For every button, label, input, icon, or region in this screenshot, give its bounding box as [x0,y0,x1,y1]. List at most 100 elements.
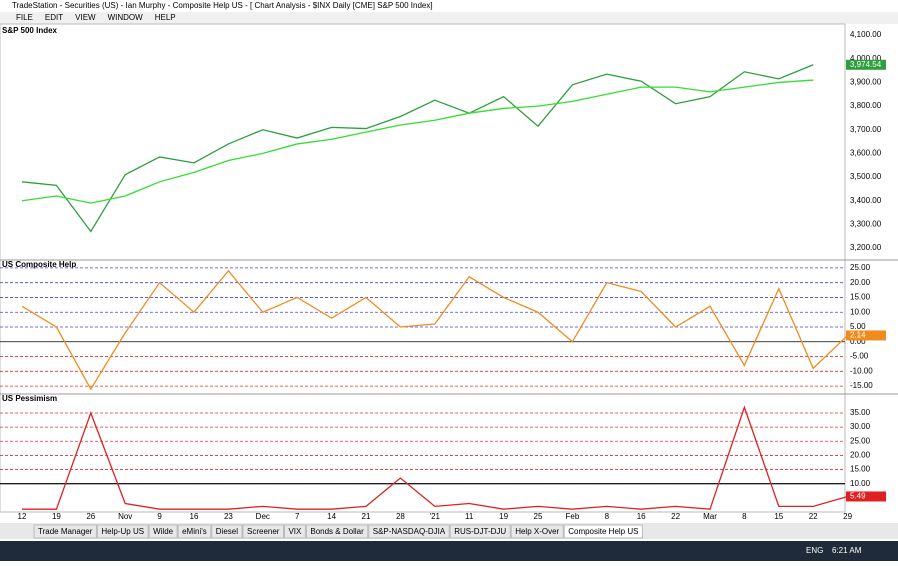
tab[interactable] [242,524,284,539]
tab[interactable] [305,524,369,539]
y-tick-label: -15.00 [850,381,873,390]
x-tick-label: 21 [362,512,371,521]
menu-item[interactable]: EDIT [45,13,63,22]
y-tick-label: 20.00 [850,451,871,460]
pane-title: S&P 500 Index [2,26,58,35]
tab[interactable] [148,524,178,539]
series-line [21,79,814,204]
series-line [22,405,848,510]
tab-label[interactable]: VIX [288,527,302,536]
y-tick-label: 3,500.00 [850,172,882,181]
x-tick-label: 9 [157,512,162,521]
x-tick-label: 19 [499,512,508,521]
x-tick-label: 19 [52,512,61,521]
tab-label[interactable]: Diesel [216,527,238,536]
y-tick-label: 3,900.00 [850,78,882,87]
menu-item[interactable]: FILE [16,13,33,22]
y-tick-label: 3,700.00 [850,125,882,134]
y-tick-label: 4,000.00 [850,54,882,63]
tab-label[interactable]: Help X-Over [515,527,559,536]
y-tick-label: 10.00 [850,307,871,316]
last-value-label: 2.14 [850,331,866,340]
tab[interactable] [368,524,450,539]
tab[interactable] [177,524,212,539]
tab[interactable] [510,524,564,539]
y-tick-label: 15.00 [850,293,871,302]
x-tick-label: 28 [396,512,405,521]
x-tick-label: 29 [843,512,852,521]
tab[interactable] [211,524,243,539]
tab-label[interactable]: Wilde [153,527,174,536]
clock: 6:21 AM [832,546,862,555]
tab-label[interactable]: Composite Help US [568,527,638,536]
tab-label[interactable]: S&P-NASDAQ-DJIA [373,527,446,536]
pane-title: US Composite Help [2,260,76,269]
series-line [21,64,814,233]
x-tick-label: 8 [605,512,610,521]
y-tick-label: 35.00 [850,408,871,417]
x-tick-label: 11 [465,512,474,521]
y-tick-label: 25.00 [850,263,871,272]
y-tick-label: 20.00 [850,278,871,287]
x-tick-label: 8 [742,512,747,521]
tab-label[interactable]: Bonds & Dollar [310,527,364,536]
last-value-label: 3,974.54 [850,60,882,69]
pane-title: US Pessimism [2,394,57,403]
language: ENG [806,546,823,555]
y-tick-label: 5.00 [850,322,866,331]
menu-item[interactable]: HELP [155,13,176,22]
last-value-box [846,330,886,341]
menu-item[interactable]: WINDOW [108,13,144,22]
x-tick-label: 12 [18,512,27,521]
x-tick-label: 16 [637,512,646,521]
tab[interactable] [96,524,149,539]
menubar [0,12,898,24]
x-tick-label: 22 [671,512,680,521]
last-value-box [846,59,886,70]
y-tick-label: 3,300.00 [850,220,882,229]
x-tick-label: 7 [295,512,300,521]
tab[interactable] [283,524,306,539]
y-tick-label: 3,800.00 [850,101,882,110]
x-tick-label: Dec [256,512,270,521]
x-tick-label: Nov [118,512,132,521]
menu-item[interactable]: VIEW [75,13,96,22]
tab-label[interactable]: RUS-DJT-DJU [454,527,506,536]
x-tick-label: 25 [534,512,543,521]
y-tick-label: -5.00 [850,352,869,361]
last-value-label: 5.49 [850,492,866,501]
y-tick-label: 15.00 [850,465,871,474]
y-tick-label: 3,200.00 [850,243,882,252]
x-tick-label: Feb [566,512,580,521]
taskbar [0,541,898,561]
y-tick-label: 25.00 [850,436,871,445]
x-tick-label: 16 [190,512,199,521]
tab-label[interactable]: Help-Up US [101,527,144,536]
last-value-box [846,491,886,502]
tab-label[interactable]: eMini's [182,527,207,536]
y-tick-label: 0.00 [850,337,866,346]
y-tick-label: 4,100.00 [850,30,882,39]
y-tick-label: 3,400.00 [850,196,882,205]
y-tick-label: -10.00 [850,366,873,375]
window-title: TradeStation - Securities (US) - Ian Mur… [12,1,433,10]
x-tick-label: 23 [224,512,233,521]
x-tick-label: 14 [327,512,336,521]
x-tick-label: 15 [774,512,783,521]
tab[interactable] [563,524,643,539]
x-tick-label: 22 [809,512,818,521]
series-line [21,269,849,391]
x-tick-label: 26 [86,512,95,521]
titlebar [0,0,898,12]
tab-label[interactable]: Screener [247,527,280,536]
x-tick-label: '21 [430,512,441,521]
y-tick-label: 30.00 [850,422,871,431]
tab-label[interactable]: Trade Manager [38,527,93,536]
y-tick-label: 10.00 [850,479,871,488]
tab[interactable] [33,524,97,539]
tab[interactable] [449,524,511,539]
y-tick-label: 3,600.00 [850,149,882,158]
x-tick-label: Mar [703,512,717,521]
